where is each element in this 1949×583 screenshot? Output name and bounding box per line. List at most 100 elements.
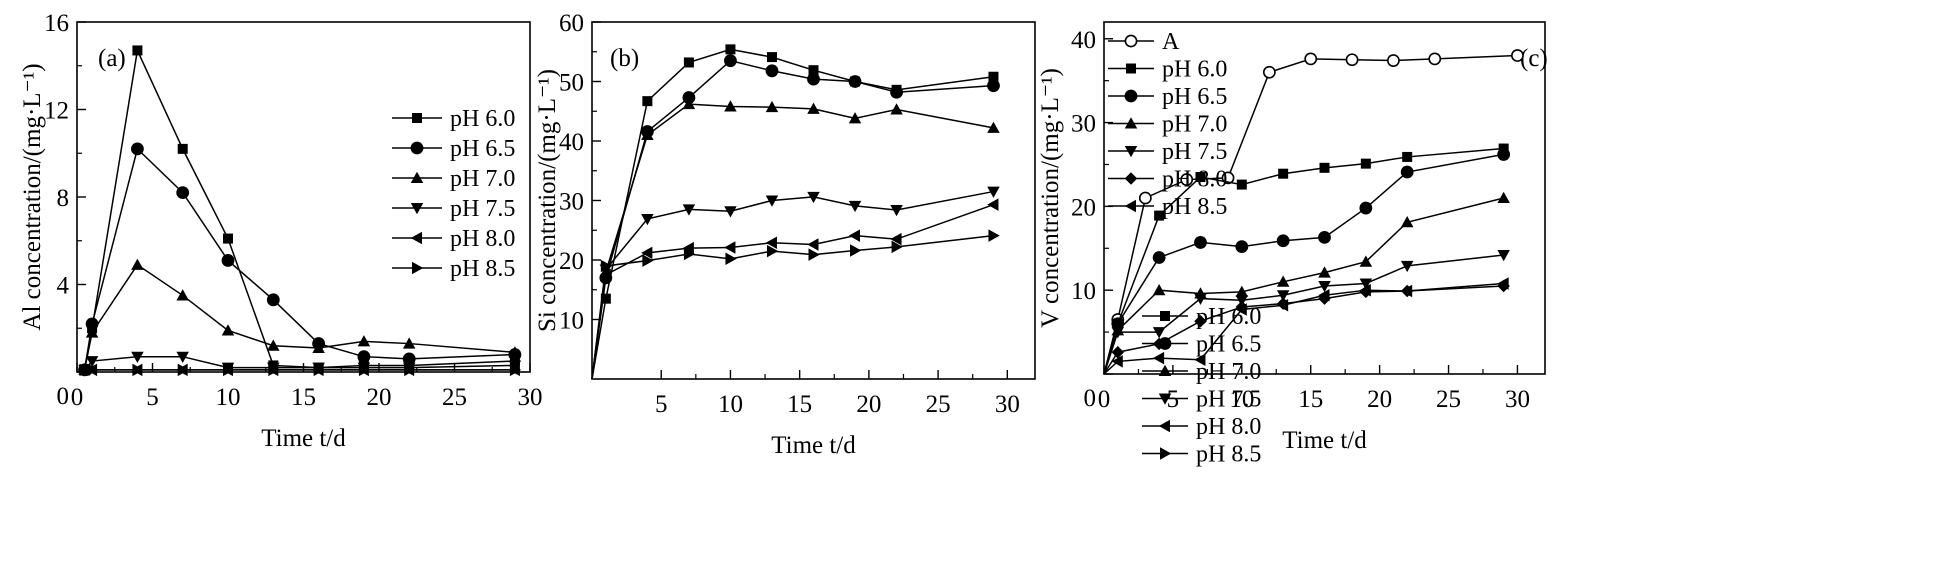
series-line xyxy=(591,234,994,380)
data-point xyxy=(508,346,522,358)
data-point xyxy=(1428,52,1442,66)
y-tick-label: 30 xyxy=(1071,111,1096,138)
data-point xyxy=(131,351,144,363)
data-point xyxy=(1318,230,1331,244)
data-point xyxy=(641,128,654,141)
data-point xyxy=(724,241,736,254)
legend-label: pH 6.0 xyxy=(1162,57,1227,83)
legend-label: pH 8.0 xyxy=(450,226,515,252)
data-point xyxy=(266,293,280,307)
data-point xyxy=(987,198,999,211)
data-point xyxy=(765,236,777,249)
data-point xyxy=(268,363,280,377)
x-tick-label: 5 xyxy=(655,391,668,418)
data-point xyxy=(1319,162,1330,173)
data-point xyxy=(1359,255,1373,267)
x-tick-label: 25 xyxy=(926,391,951,418)
legend-marker xyxy=(1158,393,1172,405)
data-point xyxy=(988,229,1000,242)
legend-label: pH 7.0 xyxy=(1162,112,1227,138)
data-point xyxy=(682,97,696,110)
y-tick-label: 8 xyxy=(57,185,70,212)
y-tick-label: 40 xyxy=(1071,27,1096,54)
data-point xyxy=(1400,216,1414,228)
data-point xyxy=(850,244,862,257)
series-line xyxy=(1103,282,1504,375)
data-point xyxy=(807,191,820,204)
y-tick-label: 20 xyxy=(1071,194,1096,221)
data-point xyxy=(358,363,371,377)
data-point xyxy=(508,360,522,372)
data-point xyxy=(987,121,1000,133)
data-point xyxy=(1152,351,1165,365)
data-point xyxy=(1152,327,1166,339)
data-point xyxy=(131,258,144,270)
data-point xyxy=(1262,65,1276,79)
x-tick-label: 15 xyxy=(1298,386,1323,413)
panel-label: (b) xyxy=(610,45,639,72)
data-point xyxy=(1235,303,1247,316)
series-pH-7_0 xyxy=(78,258,522,375)
legend-label: pH 7.0 xyxy=(1196,359,1261,385)
data-point xyxy=(402,337,416,349)
data-point xyxy=(1235,285,1249,297)
legend-marker xyxy=(1124,117,1138,129)
data-point xyxy=(223,233,233,244)
data-point xyxy=(1152,283,1166,296)
data-point xyxy=(1345,53,1359,67)
data-point xyxy=(509,363,522,377)
data-point xyxy=(1221,171,1235,185)
legend-marker xyxy=(1124,199,1136,213)
y-tick-label: 50 xyxy=(559,70,584,97)
origin-label: 0 xyxy=(57,383,70,410)
data-point xyxy=(1497,277,1509,290)
panel-label: (c) xyxy=(1520,45,1548,72)
data-point xyxy=(766,244,779,258)
y-tick-label: 4 xyxy=(57,273,70,300)
data-point xyxy=(642,254,654,267)
data-point xyxy=(1360,158,1371,169)
data-point xyxy=(1194,314,1207,328)
data-point xyxy=(87,363,99,377)
data-point xyxy=(1359,278,1373,290)
plot-frame xyxy=(1103,21,1546,375)
x-axis-title: Time t/d xyxy=(261,425,346,452)
data-point xyxy=(848,75,862,88)
series-line xyxy=(83,263,515,370)
data-point xyxy=(988,71,999,82)
data-point xyxy=(1318,281,1331,293)
series-A xyxy=(1103,49,1524,375)
data-point xyxy=(848,200,862,213)
data-point xyxy=(1235,240,1249,254)
y-axis-title: V concentration/(mg·L⁻¹) xyxy=(1037,68,1064,328)
data-point xyxy=(1400,260,1414,273)
legend-label: pH 8.5 xyxy=(1196,442,1261,468)
series-line xyxy=(83,355,515,371)
data-point xyxy=(724,206,737,218)
data-point xyxy=(890,205,903,217)
x-tick-label: 10 xyxy=(718,391,743,418)
y-tick-label: 10 xyxy=(559,308,584,335)
y-tick-label: 16 xyxy=(44,10,69,37)
series-pH-6_0 xyxy=(591,44,999,380)
data-point xyxy=(1276,234,1290,248)
data-point xyxy=(1359,201,1373,215)
data-point xyxy=(682,241,694,255)
data-point xyxy=(848,229,861,242)
y-tick-label: 10 xyxy=(1071,278,1096,305)
x-tick-label: 10 xyxy=(216,384,241,411)
data-point xyxy=(357,350,371,364)
data-point xyxy=(890,85,903,99)
legend-marker xyxy=(1126,63,1136,74)
legend-marker xyxy=(1124,172,1138,185)
legend-marker xyxy=(410,171,424,183)
x-axis-title: Time t/d xyxy=(771,432,856,459)
x-tick-label: 10 xyxy=(1229,386,1254,413)
legend-marker xyxy=(412,113,422,123)
data-point xyxy=(1276,290,1290,302)
x-tick-label: 15 xyxy=(291,384,316,411)
legend-label: A xyxy=(1162,29,1180,55)
series-pH-8_5 xyxy=(1103,277,1509,375)
series-line xyxy=(83,147,515,370)
